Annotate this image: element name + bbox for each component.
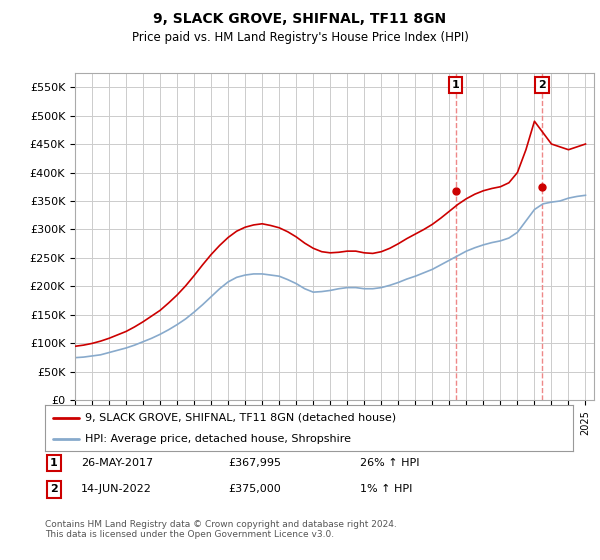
Text: HPI: Average price, detached house, Shropshire: HPI: Average price, detached house, Shro… [85,435,350,444]
Text: 26-MAY-2017: 26-MAY-2017 [81,458,153,468]
Text: 14-JUN-2022: 14-JUN-2022 [81,484,152,494]
Text: £367,995: £367,995 [228,458,281,468]
Text: 9, SLACK GROVE, SHIFNAL, TF11 8GN: 9, SLACK GROVE, SHIFNAL, TF11 8GN [154,12,446,26]
Text: 2: 2 [50,484,58,494]
Text: Contains HM Land Registry data © Crown copyright and database right 2024.
This d: Contains HM Land Registry data © Crown c… [45,520,397,539]
Text: 1: 1 [452,80,460,90]
Text: £375,000: £375,000 [228,484,281,494]
Text: 26% ↑ HPI: 26% ↑ HPI [360,458,419,468]
Text: 2: 2 [538,80,546,90]
Text: Price paid vs. HM Land Registry's House Price Index (HPI): Price paid vs. HM Land Registry's House … [131,31,469,44]
Text: 1% ↑ HPI: 1% ↑ HPI [360,484,412,494]
Text: 1: 1 [50,458,58,468]
Text: 9, SLACK GROVE, SHIFNAL, TF11 8GN (detached house): 9, SLACK GROVE, SHIFNAL, TF11 8GN (detac… [85,413,396,423]
